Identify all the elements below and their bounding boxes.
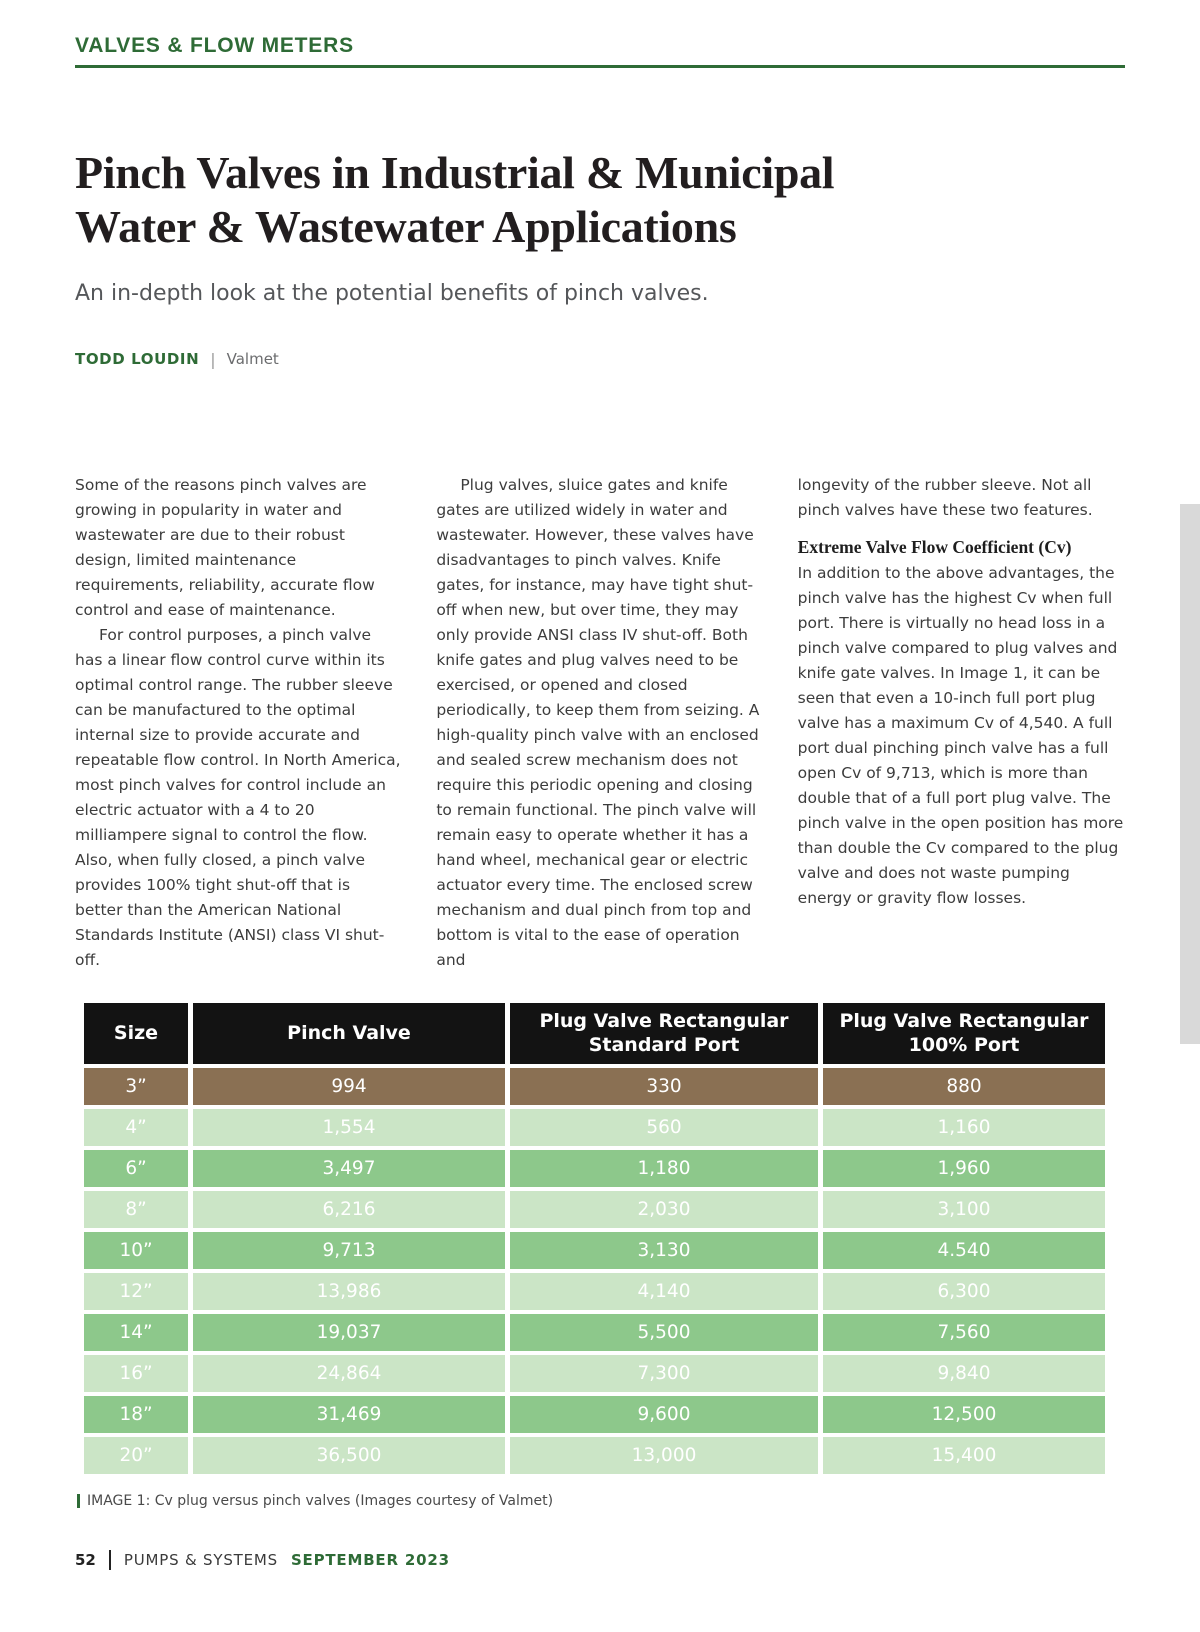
size-cell: 10” (84, 1231, 188, 1269)
size-cell: 14” (84, 1313, 188, 1351)
body-column: Some of the reasons pinch valves are gro… (75, 473, 402, 973)
table-row: 12” 13,986 4,140 6,300 (84, 1272, 1105, 1310)
size-cell: 8” (84, 1190, 188, 1228)
cv-value-cell: 7,560 (823, 1313, 1105, 1351)
author-name: TODD LOUDIN (75, 350, 200, 369)
cv-table-wrap: Size Pinch Valve Plug Valve Rectangular … (75, 999, 1125, 1478)
size-cell: 6” (84, 1149, 188, 1187)
cv-value-cell: 7,300 (510, 1354, 818, 1392)
cv-value-cell: 5,500 (510, 1313, 818, 1351)
cv-value-cell: 36,500 (193, 1436, 505, 1474)
body-column: Plug valves, sluice gates and knife gate… (436, 473, 763, 973)
cv-comparison-table: Size Pinch Valve Plug Valve Rectangular … (79, 999, 1110, 1478)
page-edge-bar (1180, 504, 1200, 1044)
body-column: longevity of the rubber sleeve. Not all … (798, 473, 1125, 973)
paragraph: longevity of the rubber sleeve. Not all … (797, 475, 1093, 519)
cv-value-cell: 3,130 (510, 1231, 818, 1269)
cv-value-cell: 1,554 (193, 1108, 505, 1146)
caption-accent-bar (77, 1493, 80, 1508)
cv-value-cell: 2,030 (510, 1190, 818, 1228)
table-header-pinch-valve: Pinch Valve (193, 1002, 505, 1064)
size-cell: 20” (84, 1436, 188, 1474)
issue-date: SEPTEMBER 2023 (290, 1551, 450, 1569)
cv-value-cell: 6,300 (823, 1272, 1105, 1310)
table-row: 4” 1,554 560 1,160 (84, 1108, 1105, 1146)
cv-value-cell: 880 (823, 1067, 1105, 1105)
cv-value-cell: 24,864 (193, 1354, 505, 1392)
author-affiliation: Valmet (226, 350, 279, 369)
cv-value-cell: 13,000 (510, 1436, 818, 1474)
article-title-line-1: Pinch Valves in Industrial & Municipal (75, 147, 835, 198)
cv-value-cell: 3,497 (193, 1149, 505, 1187)
table-row: 8” 6,216 2,030 3,100 (84, 1190, 1105, 1228)
size-cell: 3” (84, 1067, 188, 1105)
cv-value-cell: 12,500 (823, 1395, 1105, 1433)
table-header-size: Size (84, 1002, 188, 1064)
table-row: 10” 9,713 3,130 4.540 (84, 1231, 1105, 1269)
table-row: 6” 3,497 1,180 1,960 (84, 1149, 1105, 1187)
footer-divider (108, 1550, 111, 1570)
cv-value-cell: 19,037 (193, 1313, 505, 1351)
table-row: 20” 36,500 13,000 15,400 (84, 1436, 1105, 1474)
size-cell: 16” (84, 1354, 188, 1392)
article-title: Pinch Valves in Industrial & Municipal W… (75, 146, 1125, 255)
cv-value-cell: 31,469 (193, 1395, 505, 1433)
size-cell: 4” (84, 1108, 188, 1146)
cv-value-cell: 1,960 (823, 1149, 1105, 1187)
cv-value-cell: 994 (193, 1067, 505, 1105)
byline-separator: | (210, 349, 216, 369)
size-cell: 18” (84, 1395, 188, 1433)
article-title-line-2: Water & Wastewater Applications (75, 201, 737, 253)
table-row: 14” 19,037 5,500 7,560 (84, 1313, 1105, 1351)
cv-value-cell: 13,986 (193, 1272, 505, 1310)
cv-value-cell: 6,216 (193, 1190, 505, 1228)
cv-value-cell: 3,100 (823, 1190, 1105, 1228)
cv-value-cell: 4.540 (823, 1231, 1105, 1269)
paragraph: Some of the reasons pinch valves are gro… (75, 475, 375, 619)
cv-value-cell: 1,180 (510, 1149, 818, 1187)
page-footer: 52 PUMPS & SYSTEMS SEPTEMBER 2023 (75, 1550, 450, 1570)
paragraph: Plug valves, sluice gates and knife gate… (436, 475, 760, 969)
article-subtitle: An in-depth look at the potential benefi… (75, 280, 709, 306)
cv-value-cell: 4,140 (510, 1272, 818, 1310)
magazine-name: PUMPS & SYSTEMS (123, 1551, 278, 1569)
paragraph: For control purposes, a pinch valve has … (75, 625, 401, 969)
table-header-row: Size Pinch Valve Plug Valve Rectangular … (84, 1002, 1105, 1064)
caption-text: IMAGE 1: Cv plug versus pinch valves (Im… (87, 1492, 554, 1509)
cv-value-cell: 9,600 (510, 1395, 818, 1433)
section-kicker: VALVES & FLOW METERS (75, 34, 354, 57)
table-row: 16” 24,864 7,300 9,840 (84, 1354, 1105, 1392)
table-row: 3” 994 330 880 (84, 1067, 1105, 1105)
magazine-page: VALVES & FLOW METERS Pinch Valves in Ind… (0, 34, 1200, 1509)
article-body-columns: Some of the reasons pinch valves are gro… (75, 473, 1125, 973)
cv-value-cell: 330 (510, 1067, 818, 1105)
section-heading: Extreme Valve Flow Coefficient (Cv) (797, 536, 1072, 557)
cv-value-cell: 560 (510, 1108, 818, 1146)
cv-value-cell: 15,400 (823, 1436, 1105, 1474)
cv-value-cell: 9,840 (823, 1354, 1105, 1392)
table-header-plug-standard: Plug Valve Rectangular Standard Port (510, 1002, 818, 1064)
table-header-plug-full: Plug Valve Rectangular 100% Port (823, 1002, 1105, 1064)
size-cell: 12” (84, 1272, 188, 1310)
cv-value-cell: 9,713 (193, 1231, 505, 1269)
cv-value-cell: 1,160 (823, 1108, 1105, 1146)
page-number: 52 (75, 1551, 96, 1569)
kicker-rule (75, 65, 1125, 68)
table-row: 18” 31,469 9,600 12,500 (84, 1395, 1105, 1433)
image-caption: IMAGE 1: Cv plug versus pinch valves (Im… (77, 1493, 1125, 1509)
paragraph: In addition to the above advantages, the… (797, 563, 1124, 907)
byline: TODD LOUDIN | Valmet (75, 350, 1125, 369)
